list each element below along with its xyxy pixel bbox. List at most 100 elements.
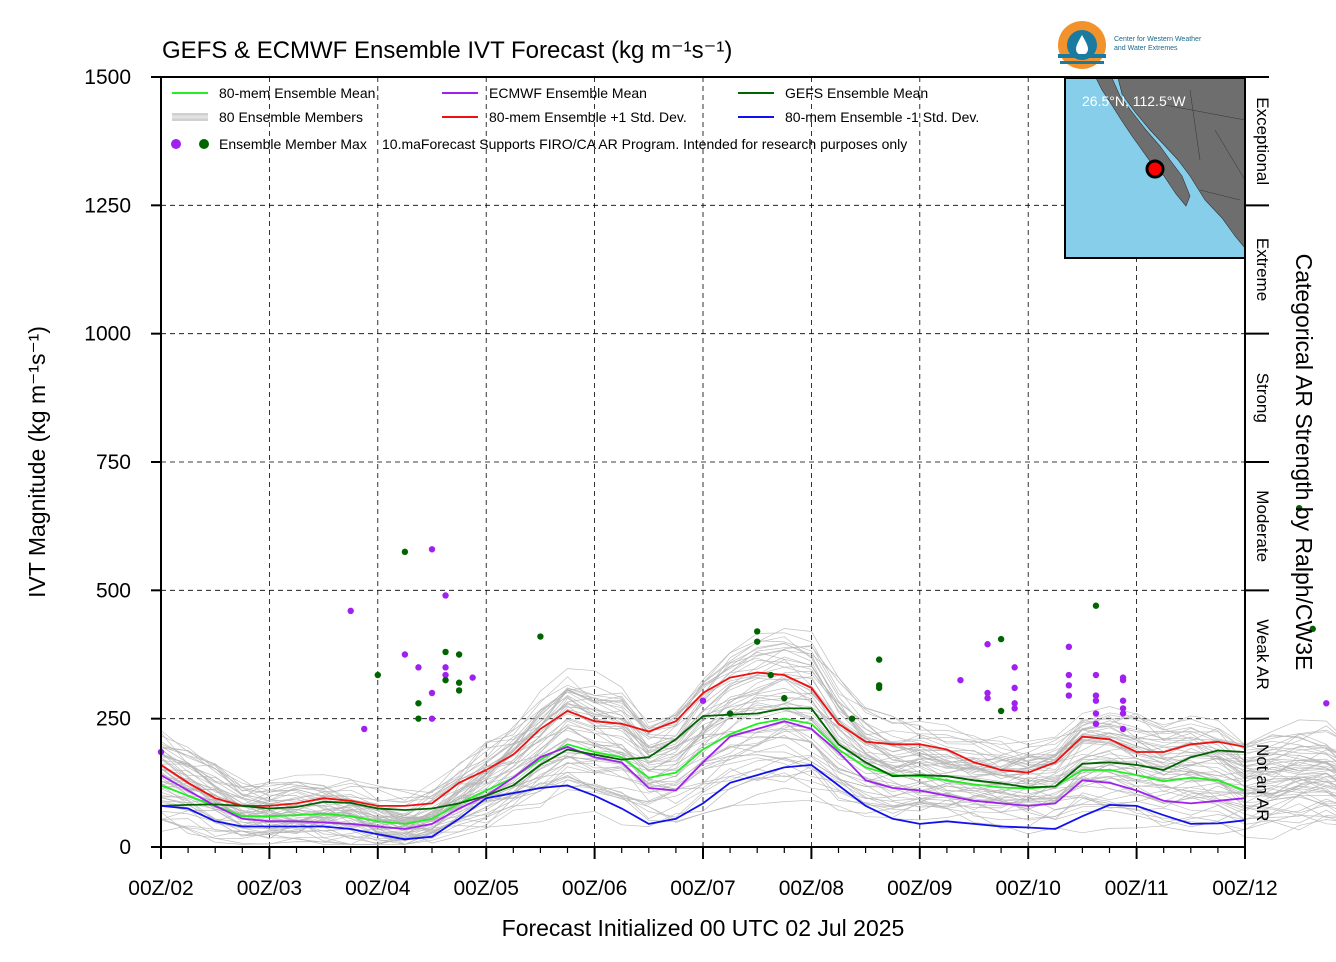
member-max-point [1092,602,1100,609]
member-max-point [957,676,964,684]
member-max-point [428,715,436,722]
member-max-point [1065,671,1073,679]
legend-label: 80 Ensemble Members [219,109,363,125]
member-max-point [767,671,774,679]
member-max-point [754,628,761,635]
legend-label: ECMWF Ensemble Mean [489,85,647,101]
member-max-point [1011,700,1018,707]
ensemble-member-line [160,729,1336,845]
ensemble-member-line [160,697,1336,822]
member-max-point [1119,697,1127,704]
member-max-point [726,710,734,717]
y-axis-label: IVT Magnitude (kg m⁻¹s⁻¹) [24,326,50,598]
ensemble-member-line [160,755,1336,839]
member-max-point [374,671,381,679]
logo-text-line2: and Water Extremes [1114,45,1178,52]
member-max-point [1011,705,1018,712]
member-max-point [401,548,409,556]
category-label: Moderate [1253,490,1272,562]
chart-title: GEFS & ECMWF Ensemble IVT Forecast (kg m… [162,37,732,64]
ensemble-member-line [160,651,1336,826]
x-tick-label: 00Z/07 [670,877,735,900]
member-max-point [1309,625,1316,633]
ensemble-member-line [160,735,1336,827]
legend-label: 80-mem Ensemble Mean [219,85,375,101]
logo-text-line1: Center for Western Weather [1114,36,1202,43]
member-max-point [428,546,436,553]
legend: 80-mem Ensemble Mean ECMWF Ensemble Mean G… [171,85,979,152]
category-label: Weak AR [1253,619,1272,690]
x-tick-label: 00Z/05 [454,877,519,900]
member-max-point [1011,684,1018,692]
member-max-point [442,592,449,599]
legend-label-member-max: Ensemble Member Max [219,136,367,152]
inset-map: 26.5°N, 112.5°W [1064,77,1246,259]
ensemble-member-line [160,646,1336,814]
member-max-point [1065,692,1073,699]
member-max-point [537,633,544,640]
ensemble-member-line [160,670,1336,819]
category-label: Extreme [1253,238,1272,301]
legend-dot-ecmwf-icon [171,139,181,149]
member-max-point [984,694,991,702]
member-max-point [984,641,991,648]
y-tick-label: 250 [96,708,131,731]
series-line [160,717,1246,825]
ensemble-member-line [160,645,1336,808]
x-tick-label: 00Z/04 [345,877,411,900]
legend-label: GEFS Ensemble Mean [785,85,928,101]
water-drop-icon [1076,35,1088,55]
member-max-point [455,651,463,658]
member-max-point [415,700,422,707]
member-max-point [1119,676,1127,684]
ensemble-member-line [160,642,1336,830]
ensemble-member-line [160,705,1336,828]
category-label: Not an AR [1253,744,1272,822]
ensemble-member-line [160,729,1336,834]
ensemble-member-line [160,657,1336,830]
member-max-point [1092,710,1100,717]
y-tick-label: 1250 [84,194,131,217]
member-max-point [455,679,463,686]
y-tick-label: 1500 [84,66,131,89]
inset-baja-peninsula [1095,77,1191,207]
member-max-point [1092,692,1100,699]
member-max-point [347,607,354,615]
ensemble-member-line [160,673,1336,828]
right-axis-label: Categorical AR Strength by Ralph/CW3E [1291,254,1317,671]
ensemble-member-line [160,746,1336,844]
x-tick-label: 00Z/09 [887,877,952,900]
ensemble-member-line [160,744,1336,844]
ensemble-member-line [160,761,1336,845]
x-tick-label: 00Z/12 [1212,877,1277,900]
inset-location-label: 26.5°N, 112.5°W [1082,93,1186,109]
series-line [160,671,1246,807]
ensemble-member-line [160,658,1336,831]
series-line [160,720,1246,830]
legend-label: 80-mem Ensemble -1 Std. Dev. [785,109,979,125]
ensemble-member-line [160,762,1336,845]
ensemble-member-line [160,703,1336,820]
ensemble-member-line [160,649,1336,830]
member-max-point [848,715,856,722]
location-marker-icon [1145,159,1165,179]
ensemble-member-line [160,775,1336,845]
member-max-point [1119,705,1127,712]
member-max-point [875,684,883,692]
ensemble-member-line [160,694,1336,828]
series-line [160,763,1246,841]
member-max-point [1296,505,1303,512]
member-max-point [997,635,1005,643]
member-max-point [997,707,1005,715]
member-max-point [754,638,761,645]
ensemble-member-line [160,677,1336,836]
y-tick-label: 500 [96,579,131,602]
ensemble-member-line [160,720,1336,842]
ensemble-member-line [160,692,1336,826]
ensemble-member-line [160,643,1336,826]
legend-dot-gefs-icon [199,139,209,149]
ensemble-member-line [160,728,1336,837]
ensemble-members [160,628,1336,845]
series-line [160,707,1246,811]
